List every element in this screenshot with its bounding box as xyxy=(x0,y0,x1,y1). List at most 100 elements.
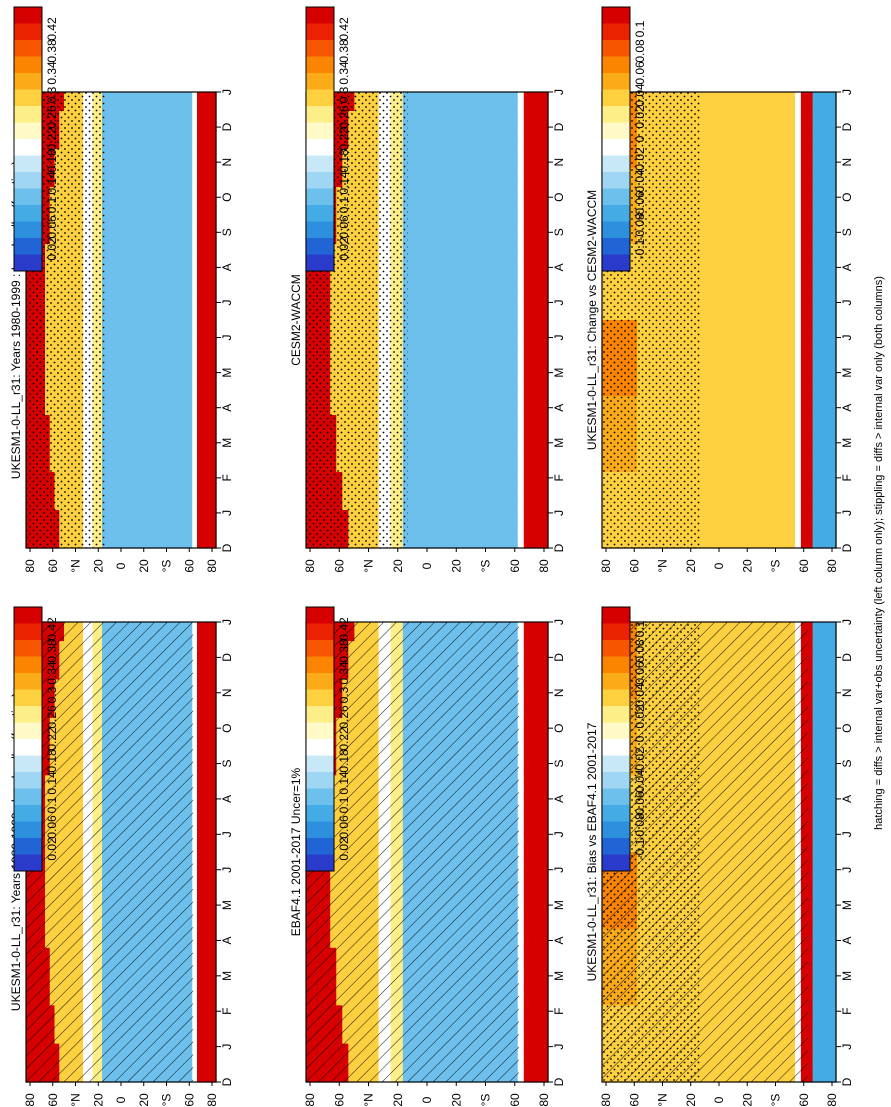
field-cell xyxy=(529,794,537,815)
field-cell xyxy=(106,301,113,321)
field-cell xyxy=(445,263,452,283)
field-cell xyxy=(475,339,483,359)
field-cell xyxy=(523,263,531,283)
field-cell xyxy=(135,282,141,302)
field-cell xyxy=(493,263,501,283)
field-cell xyxy=(511,453,519,473)
field-cell xyxy=(116,225,122,245)
x-tick-label: J xyxy=(552,335,566,341)
field-cell xyxy=(173,453,179,473)
field-cell xyxy=(481,453,489,473)
field-cell xyxy=(163,510,170,530)
colorbar-swatch xyxy=(14,188,42,206)
field-cell xyxy=(414,301,422,321)
y-tick-label: 60 xyxy=(332,1093,346,1107)
field-cell xyxy=(163,339,170,359)
colorbar-label: 0.1 xyxy=(45,196,59,213)
colorbar-swatch xyxy=(14,106,42,123)
field-cell xyxy=(178,263,184,283)
field-cell xyxy=(206,947,212,968)
colorbar-swatch xyxy=(14,155,42,173)
field-cell xyxy=(106,225,113,245)
field-cell xyxy=(475,415,483,435)
field-cell xyxy=(140,377,146,397)
field-cell xyxy=(116,149,122,169)
field-cell xyxy=(451,472,458,492)
field-cell xyxy=(140,282,146,302)
field-cell xyxy=(517,244,525,264)
field-cell xyxy=(517,832,525,853)
field-cell xyxy=(420,187,428,207)
colorbar-swatch xyxy=(306,254,334,272)
colorbar-swatch xyxy=(306,23,334,41)
field-cell xyxy=(192,301,198,321)
colorbar-swatch xyxy=(14,739,42,756)
field-cell xyxy=(499,149,507,169)
field-cell xyxy=(408,491,416,511)
field-cell xyxy=(197,377,203,397)
field-cell xyxy=(106,472,113,492)
colorbar-label: 0.38 xyxy=(337,39,351,63)
field-cell xyxy=(135,187,141,207)
field-cell xyxy=(211,149,217,169)
field-cell xyxy=(130,339,136,359)
field-cell xyxy=(451,320,458,340)
field-cell xyxy=(541,168,549,188)
field-cell xyxy=(182,225,189,245)
field-cell xyxy=(201,909,208,930)
field-cell xyxy=(206,737,212,757)
field-cell xyxy=(206,1024,212,1045)
field-cell xyxy=(140,358,146,378)
colorbar-swatch xyxy=(306,56,334,74)
field-cell xyxy=(140,339,146,359)
field-cell xyxy=(529,149,537,169)
field-cell xyxy=(523,852,531,872)
field-cell xyxy=(523,92,531,112)
field-cell xyxy=(523,622,531,642)
field-cell xyxy=(182,282,189,302)
field-cell xyxy=(529,358,537,378)
field-cell xyxy=(535,358,543,378)
field-cell xyxy=(173,510,179,530)
y-tick-label: °N xyxy=(69,1093,83,1106)
x-tick-label: M xyxy=(220,438,234,448)
field-cell xyxy=(206,794,212,815)
field-cell xyxy=(163,529,170,549)
field-cell xyxy=(439,206,446,226)
field-cell xyxy=(173,415,179,435)
field-cell xyxy=(130,320,136,340)
field-cell xyxy=(206,491,212,511)
field-cell xyxy=(154,92,160,112)
field-cell xyxy=(187,149,193,169)
x-tick-label: N xyxy=(552,158,566,167)
field-cell xyxy=(499,130,507,150)
field-cell xyxy=(505,244,513,264)
y-tick-label: 0 xyxy=(420,1096,434,1103)
field-cell xyxy=(197,130,203,150)
field-cell xyxy=(121,130,127,150)
field-cell xyxy=(135,301,141,321)
y-tick-label: 80 xyxy=(205,559,219,573)
field-cell xyxy=(469,225,476,245)
field-cell xyxy=(427,187,434,207)
x-tick-label: M xyxy=(220,971,234,981)
field-cell xyxy=(121,529,127,549)
field-cell xyxy=(206,852,212,872)
field-cell xyxy=(505,529,513,549)
field-cell xyxy=(206,679,212,700)
field-cell xyxy=(535,717,543,738)
field-cell xyxy=(111,206,117,226)
field-cell xyxy=(420,282,428,302)
field-cell xyxy=(159,263,165,283)
field-cell xyxy=(159,92,165,112)
field-cell xyxy=(414,111,422,131)
field-cell xyxy=(541,263,549,283)
field-cell xyxy=(201,206,208,226)
colorbar-swatch xyxy=(306,821,334,839)
field-cell xyxy=(197,967,203,987)
field-cell xyxy=(469,453,476,473)
field-cell xyxy=(517,491,525,511)
field-cell xyxy=(201,453,208,473)
x-tick-label: J xyxy=(220,831,234,837)
field-cell xyxy=(106,168,113,188)
